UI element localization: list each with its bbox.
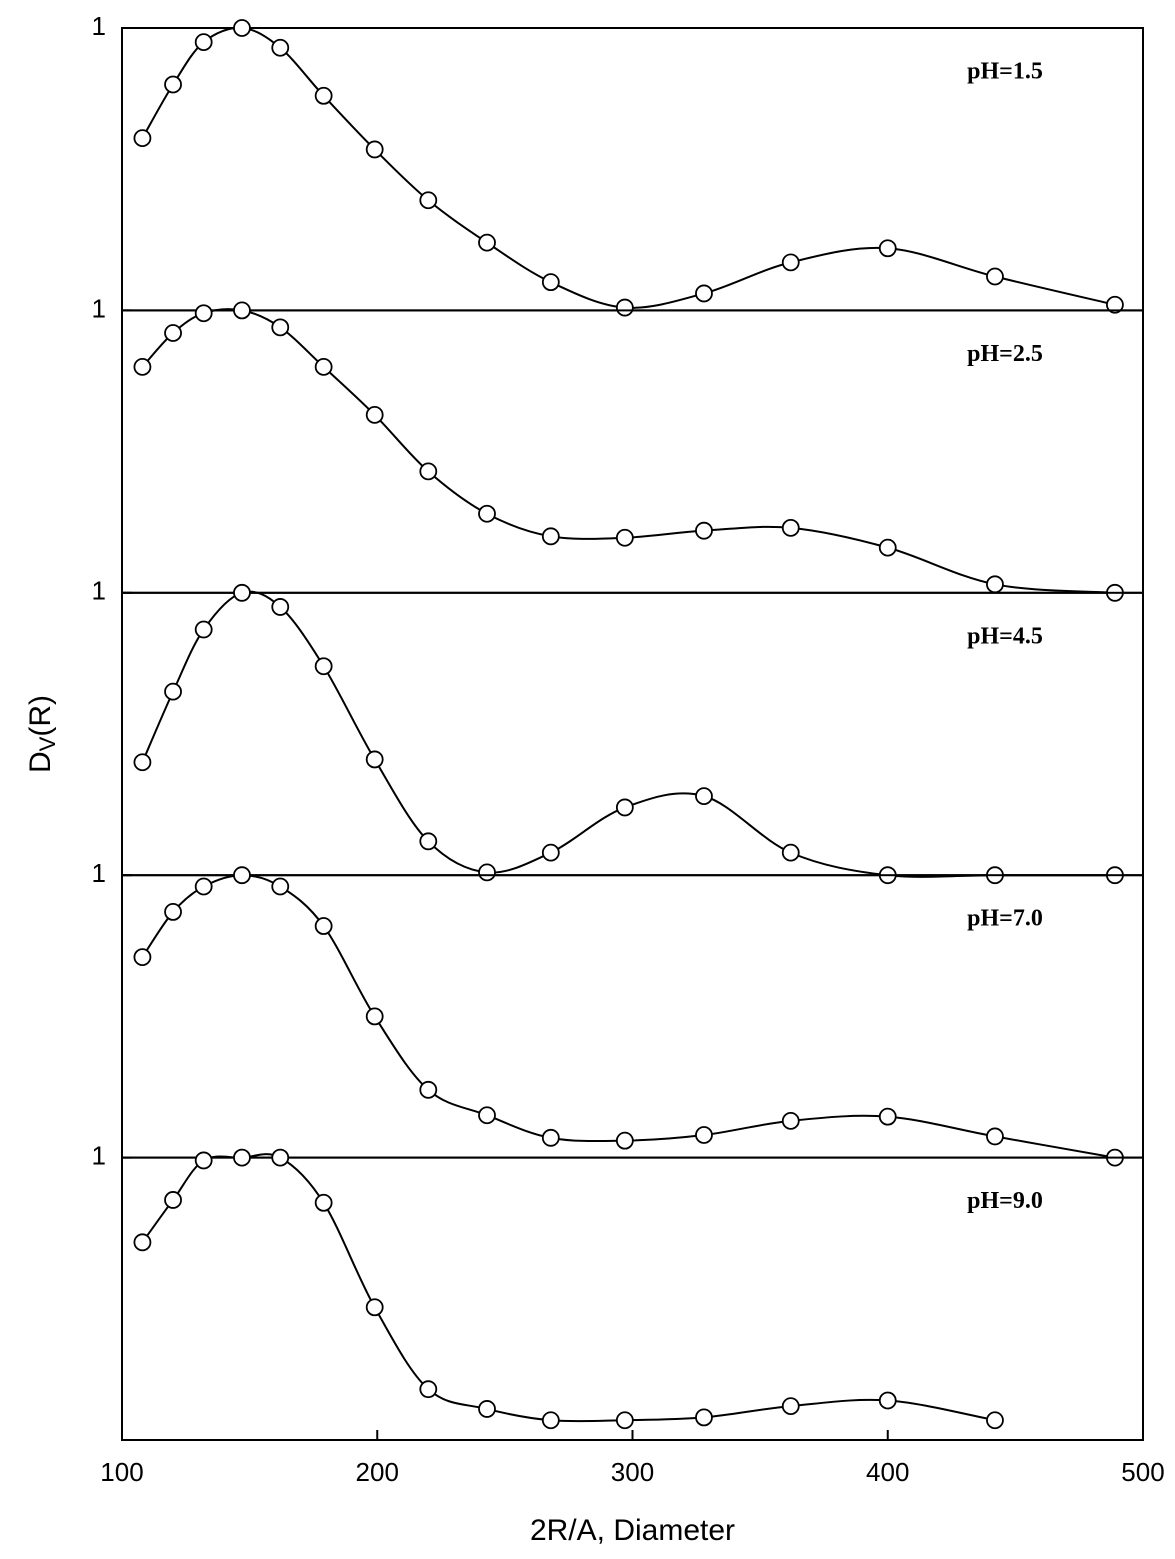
data-point — [194, 33, 213, 52]
data-point — [233, 301, 251, 320]
data-point — [615, 798, 634, 817]
data-point — [133, 753, 152, 772]
data-point — [133, 129, 152, 148]
data-point — [271, 318, 290, 337]
data-point — [419, 191, 438, 210]
data-point — [541, 1411, 560, 1430]
data-point — [986, 1411, 1004, 1430]
data-point — [695, 1408, 713, 1427]
data-point — [695, 787, 713, 806]
data-point — [541, 527, 560, 546]
y-tick-label: 1 — [92, 11, 106, 41]
data-point — [1106, 295, 1124, 314]
data-point — [314, 86, 333, 105]
data-point — [478, 233, 496, 252]
data-point — [194, 877, 213, 896]
data-point — [541, 1128, 560, 1147]
data-point — [233, 866, 251, 885]
data-point — [419, 1080, 438, 1099]
data-point — [615, 1411, 634, 1430]
data-point — [233, 583, 251, 602]
x-tick-label: 300 — [611, 1457, 654, 1487]
x-tick-label: 400 — [866, 1457, 909, 1487]
data-point — [419, 462, 438, 481]
data-point — [781, 1111, 800, 1130]
data-point — [781, 843, 800, 862]
data-point — [878, 538, 897, 557]
data-point — [478, 1106, 496, 1125]
data-point — [233, 19, 251, 37]
data-point — [419, 1380, 438, 1399]
y-tick-label: 1 — [92, 576, 106, 606]
data-point — [314, 917, 333, 935]
data-point — [541, 843, 560, 862]
data-line — [141, 1153, 996, 1423]
data-point — [419, 832, 438, 851]
data-point — [133, 948, 152, 966]
x-tick-label: 500 — [1121, 1457, 1164, 1487]
data-point — [695, 521, 713, 540]
data-point — [478, 504, 496, 523]
data-point — [194, 1151, 213, 1170]
data-point — [164, 1191, 182, 1209]
x-tick-label: 100 — [100, 1457, 143, 1487]
data-point — [314, 1193, 333, 1212]
data-point — [615, 298, 634, 317]
data-point — [781, 1397, 800, 1416]
data-point — [781, 518, 800, 537]
panel-annotation: pH=4.5 — [967, 623, 1043, 649]
data-point — [164, 324, 182, 342]
data-point — [986, 267, 1004, 286]
data-point — [878, 1391, 897, 1410]
x-axis-label: 2R/A, Diameter — [530, 1514, 735, 1547]
data-point — [164, 682, 182, 701]
data-point — [695, 1126, 713, 1144]
data-point — [541, 273, 560, 292]
data-point — [365, 405, 384, 424]
panel-annotation: pH=2.5 — [967, 341, 1043, 367]
y-axis-label: DV(R) — [24, 695, 60, 773]
data-point — [615, 528, 634, 547]
data-point — [478, 863, 496, 882]
data-point — [194, 304, 213, 323]
data-point — [365, 1007, 384, 1026]
data-point — [271, 38, 290, 57]
data-point — [365, 140, 384, 159]
data-point — [194, 620, 213, 639]
data-point — [615, 1131, 634, 1150]
data-point — [271, 877, 290, 896]
data-point — [478, 1400, 496, 1418]
data-point — [878, 239, 897, 258]
y-tick-label: 1 — [92, 858, 106, 888]
data-point — [133, 357, 152, 376]
data-point — [314, 357, 333, 376]
data-point — [164, 903, 182, 921]
x-tick-label: 200 — [356, 1457, 399, 1487]
data-point — [271, 1148, 290, 1167]
y-tick-label: 1 — [92, 293, 106, 323]
data-point — [314, 657, 333, 676]
data-point — [365, 750, 384, 769]
data-point — [695, 284, 713, 303]
data-point — [781, 253, 800, 272]
y-tick-label: 1 — [92, 1140, 106, 1170]
data-point — [271, 598, 290, 616]
panel-annotation: pH=7.0 — [967, 906, 1043, 932]
panel-annotation: pH=1.5 — [967, 59, 1043, 85]
data-point — [233, 1148, 251, 1167]
panel-annotation: pH=9.0 — [967, 1188, 1043, 1214]
data-point — [133, 1233, 152, 1252]
data-point — [878, 1107, 897, 1126]
data-point — [986, 1127, 1004, 1146]
data-point — [365, 1298, 384, 1317]
data-point — [986, 575, 1004, 594]
data-point — [164, 75, 182, 94]
